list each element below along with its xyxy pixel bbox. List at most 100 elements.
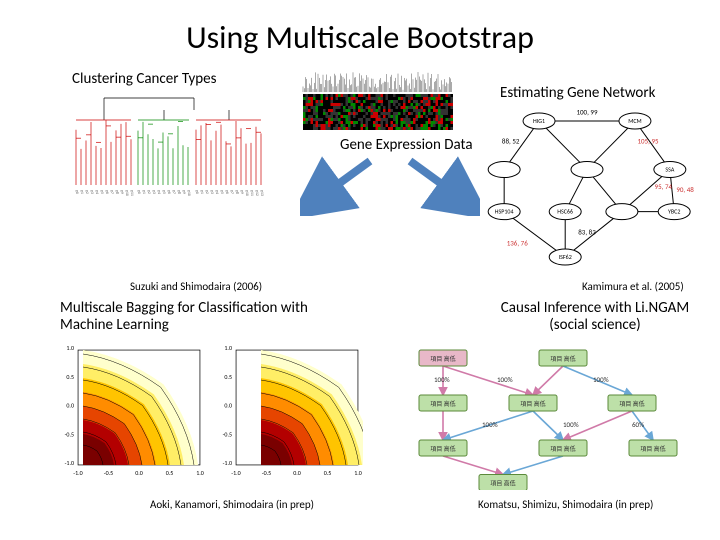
svg-text:g1: g1: [141, 190, 146, 194]
svg-text:100, 99: 100, 99: [576, 108, 598, 116]
svg-text:0.0: 0.0: [224, 402, 232, 410]
citation-suzuki: Suzuki and Shimodaira (2006): [130, 280, 262, 293]
svg-text:0.5: 0.5: [166, 469, 174, 477]
svg-text:g8: g8: [114, 190, 119, 194]
svg-text:g2: g2: [204, 190, 209, 194]
svg-text:g3: g3: [151, 190, 156, 194]
svg-text:-0.5: -0.5: [262, 469, 271, 477]
svg-text:g4: g4: [156, 190, 161, 194]
label-bagging: Multiscale Bagging for Classification wi…: [60, 300, 350, 335]
svg-text:g10: g10: [186, 190, 191, 196]
citation-kamimura: Kamimura et al. (2005): [582, 280, 684, 293]
svg-text:g0: g0: [74, 190, 79, 194]
svg-text:g1: g1: [79, 190, 84, 194]
citation-aoki: Aoki, Kanamori, Shimodaira (in prep): [150, 498, 314, 511]
svg-text:g10: g10: [244, 190, 249, 196]
svg-text:90, 48: 90, 48: [676, 185, 694, 194]
svg-text:SSA: SSA: [665, 166, 674, 174]
figure-contour-right: -1.0-1.0-0.5-0.50.00.00.50.51.01.0ct x="…: [218, 345, 363, 480]
svg-text:100%: 100%: [482, 420, 498, 429]
svg-text:項目 高低: 項目 高低: [550, 445, 575, 453]
svg-text:83, 83: 83, 83: [578, 227, 596, 236]
svg-text:g5: g5: [219, 190, 224, 194]
svg-text:136, 76: 136, 76: [507, 239, 529, 248]
svg-text:1.0: 1.0: [196, 469, 204, 477]
svg-text:0.0: 0.0: [135, 469, 143, 477]
svg-text:項目 高低: 項目 高低: [550, 355, 575, 363]
label-gene-expression: Gene Expression Data: [340, 136, 473, 154]
svg-text:項目 高低: 項目 高低: [430, 355, 455, 363]
svg-text:-1.0: -1.0: [73, 469, 82, 477]
citation-komatsu: Komatsu, Shimizu, Shimodaira (in prep): [478, 498, 653, 511]
svg-text:YBC2: YBC2: [668, 208, 680, 216]
svg-text:g4: g4: [94, 190, 99, 194]
figure-heatmap: [298, 70, 458, 132]
svg-text:95, 74: 95, 74: [655, 182, 673, 191]
svg-text:60%: 60%: [632, 420, 644, 429]
svg-text:1.0: 1.0: [354, 469, 362, 477]
svg-text:HSP104: HSP104: [495, 208, 514, 216]
svg-text:g0: g0: [194, 190, 199, 194]
figure-gene-network: HIG1MCMSSAHSP104HSC66YBC2ISF62100, 9988,…: [478, 108, 696, 270]
svg-text:g10: g10: [124, 190, 129, 196]
svg-text:100%: 100%: [497, 375, 513, 384]
svg-text:1.0: 1.0: [224, 345, 232, 352]
svg-text:0.5: 0.5: [224, 373, 232, 381]
svg-text:項目 高低: 項目 高低: [619, 400, 644, 408]
svg-text:g9: g9: [181, 190, 186, 194]
svg-text:100%: 100%: [563, 420, 579, 429]
svg-text:1.0: 1.0: [66, 345, 74, 352]
svg-text:g6: g6: [224, 190, 229, 194]
svg-text:g2: g2: [146, 190, 151, 194]
figure-contour-left: -1.0-1.0-0.5-0.50.00.00.50.51.01.0ct x="…: [60, 345, 205, 480]
svg-text:項目 高低: 項目 高低: [430, 400, 455, 408]
svg-text:g11: g11: [129, 190, 134, 196]
arrows: [300, 156, 480, 216]
svg-text:105, 95: 105, 95: [638, 137, 660, 146]
svg-text:0.5: 0.5: [66, 373, 74, 381]
figure-dendrogram: g0g1g2g3g4g5g6g7g8g9g10g11g0g1g2g3g4g5g6…: [64, 90, 274, 265]
svg-text:g8: g8: [234, 190, 239, 194]
svg-text:ISF62: ISF62: [559, 253, 572, 261]
svg-text:g5: g5: [99, 190, 104, 194]
svg-text:g11: g11: [249, 190, 254, 196]
page-title: Using Multiscale Bootstrap: [0, 0, 720, 57]
svg-text:項目 高低: 項目 高低: [490, 480, 515, 488]
svg-text:0.0: 0.0: [66, 402, 74, 410]
svg-text:g0: g0: [136, 190, 141, 194]
svg-text:88, 52: 88, 52: [502, 137, 520, 146]
svg-text:g3: g3: [209, 190, 214, 194]
label-gene-network: Estimating Gene Network: [500, 84, 655, 102]
svg-text:g2: g2: [84, 190, 89, 194]
svg-text:g6: g6: [104, 190, 109, 194]
svg-text:-1.0: -1.0: [231, 469, 240, 477]
svg-text:g7: g7: [109, 190, 114, 194]
svg-text:100%: 100%: [434, 375, 450, 384]
svg-text:g7: g7: [171, 190, 176, 194]
svg-text:HIG1: HIG1: [533, 117, 545, 125]
svg-text:g8: g8: [176, 190, 181, 194]
svg-text:0.5: 0.5: [324, 469, 332, 477]
svg-text:0.0: 0.0: [293, 469, 301, 477]
svg-text:-1.0: -1.0: [223, 459, 232, 467]
svg-text:-0.5: -0.5: [223, 430, 232, 438]
svg-text:項目 高低: 項目 高低: [640, 445, 665, 453]
svg-text:g3: g3: [89, 190, 94, 194]
svg-text:MCM: MCM: [628, 117, 641, 125]
svg-text:g13: g13: [259, 190, 264, 196]
svg-text:項目 高低: 項目 高低: [430, 445, 455, 453]
svg-text:g12: g12: [254, 190, 259, 196]
figure-causal: 100%100%100%100%100%60%項目 高低項目 高低項目 高低項目…: [398, 340, 698, 490]
svg-text:-1.0: -1.0: [65, 459, 74, 467]
svg-text:g5: g5: [161, 190, 166, 194]
svg-text:g6: g6: [166, 190, 171, 194]
svg-text:-0.5: -0.5: [65, 430, 74, 438]
svg-text:g4: g4: [214, 190, 219, 194]
svg-text:g9: g9: [239, 190, 244, 194]
svg-text:g7: g7: [229, 190, 234, 194]
svg-text:100%: 100%: [593, 375, 609, 384]
svg-text:g1: g1: [199, 190, 204, 194]
svg-text:項目 高低: 項目 高低: [520, 400, 545, 408]
svg-text:-0.5: -0.5: [104, 469, 113, 477]
label-clustering: Clustering Cancer Types: [72, 70, 216, 88]
